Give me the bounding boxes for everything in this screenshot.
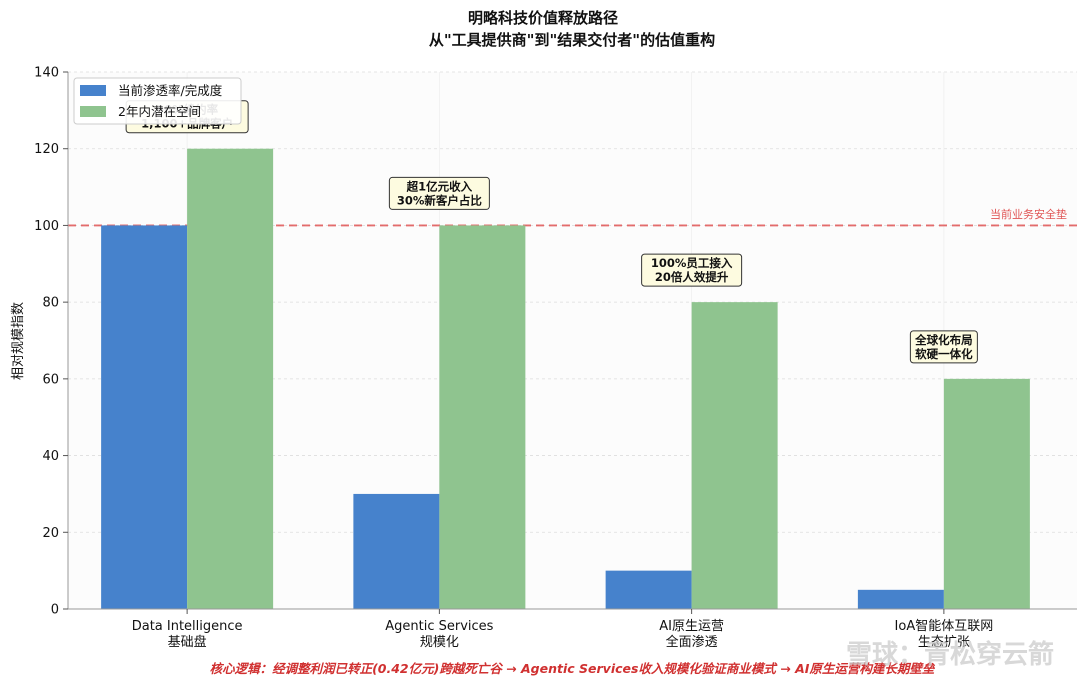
annotation-line2: 软硬一体化 (915, 347, 973, 361)
x-tick-label-line2: 基础盘 (168, 634, 207, 650)
legend-swatch-current (80, 85, 106, 96)
watermark: 雪球：青松穿云箭 (846, 639, 1054, 670)
x-tick-label-line1: IoA智能体互联网 (895, 619, 994, 634)
bar-current (101, 225, 188, 609)
x-tick-label-line2: 规模化 (420, 635, 459, 650)
legend-label-potential: 2年内潜在空间 (118, 104, 201, 119)
legend-label-current: 当前渗透率/完成度 (118, 83, 223, 98)
y-tick-label: 60 (42, 372, 59, 387)
chart-title-line1: 明略科技价值释放路径 (468, 9, 618, 27)
annotation-frame (388, 176, 490, 210)
bar-potential (691, 302, 778, 609)
y-tick-label: 0 (51, 603, 59, 618)
y-tick-label: 20 (42, 526, 59, 541)
annotation-frame (641, 253, 743, 287)
chart-title-line2: 从"工具提供商"到"结果交付者"的估值重构 (429, 31, 715, 49)
y-tick-label: 80 (42, 296, 59, 311)
bar-potential (943, 378, 1030, 609)
bar-potential (187, 148, 274, 609)
annotation-line2: 20倍人效提升 (655, 270, 729, 284)
y-tick-label: 140 (34, 66, 59, 81)
bar-current (605, 570, 692, 609)
bar-current (353, 493, 440, 609)
annotation-line2: 30%新客户占比 (397, 193, 483, 207)
annotation-line1: 100%员工接入 (651, 256, 733, 270)
y-tick-label: 120 (34, 142, 59, 157)
bar-current (857, 589, 944, 609)
footer-note: 核心逻辑：经调整利润已转正(0.42亿元)跨越死亡谷 → Agentic Ser… (210, 661, 936, 676)
x-tick-label-line1: AI原生运营 (659, 619, 724, 634)
x-tick-label-line2: 生态扩张 (918, 635, 970, 650)
x-tick-label-line2: 全面渗透 (666, 634, 718, 650)
bar-potential (439, 225, 526, 609)
x-tick-label-line1: Agentic Services (385, 619, 493, 634)
reference-line-label: 当前业务安全垫 (990, 207, 1067, 221)
y-axis-label: 相对规模指数 (11, 302, 26, 380)
y-ticks: 0 20 40 60 80 100 120 140 (34, 66, 68, 618)
legend: 当前渗透率/完成度 2年内潜在空间 (73, 77, 242, 125)
bars (101, 148, 1030, 609)
y-tick-label: 100 (34, 219, 59, 234)
legend-swatch-potential (80, 106, 106, 117)
legend-box (73, 77, 242, 125)
x-tick-label-line1: Data Intelligence (132, 619, 243, 634)
annotation-line1: 全球化布局 (914, 333, 973, 347)
annotation-frame (909, 330, 978, 364)
annotation-line1: 超1亿元收入 (406, 179, 473, 193)
y-tick-label: 40 (42, 449, 59, 464)
